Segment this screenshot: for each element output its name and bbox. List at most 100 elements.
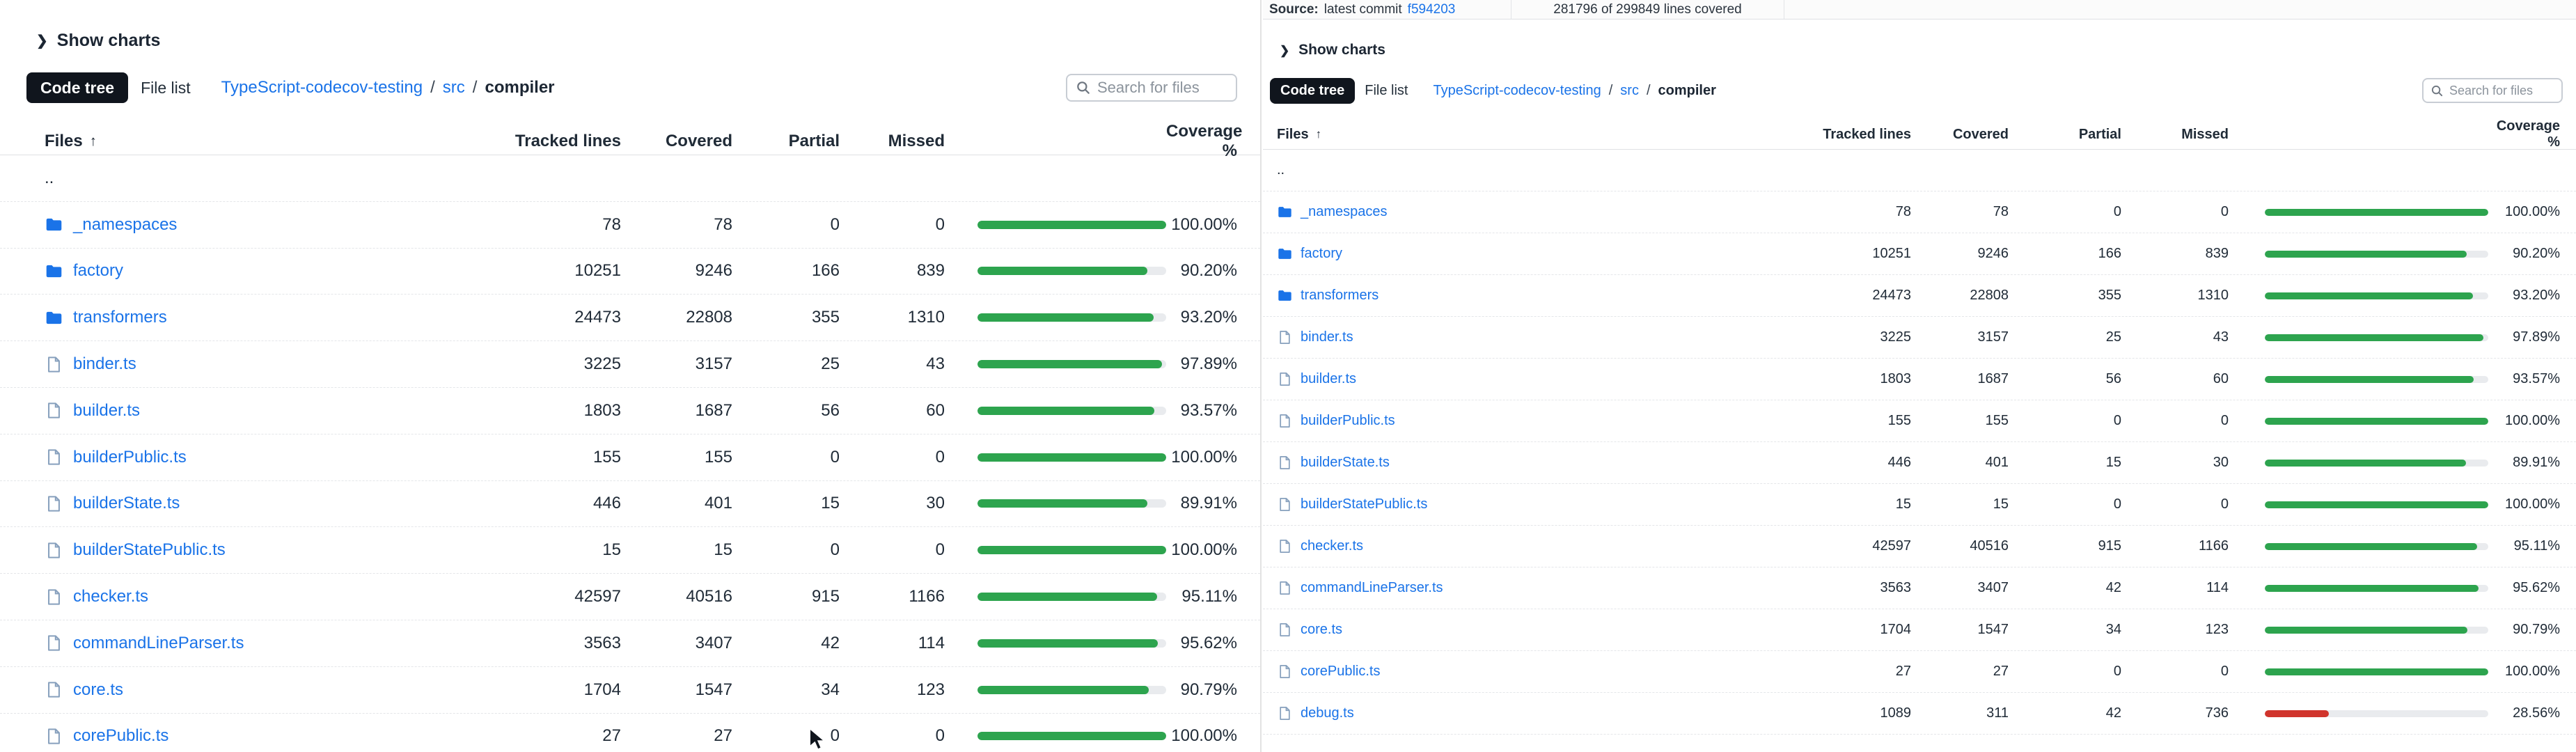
chevron-right-icon: ❯ (36, 33, 48, 49)
table-row[interactable]: builderPublic.ts 155 155 0 0 100.00% (1263, 400, 2576, 442)
file-name-link[interactable]: corePublic.ts (73, 726, 169, 746)
tracked-lines-column-header[interactable]: Tracked lines (1823, 126, 1911, 142)
table-row[interactable]: transformers 24473 22808 355 1310 93.20% (0, 295, 1260, 342)
coverage-percent: 90.20% (2513, 246, 2560, 261)
coverage-percent: 93.20% (2513, 288, 2560, 303)
table-row[interactable]: builderPublic.ts 155 155 0 0 100.00% (0, 434, 1260, 481)
table-row[interactable]: core.ts 1704 1547 34 123 90.79% (0, 667, 1260, 714)
tracked-lines-column-header[interactable]: Tracked lines (515, 132, 621, 150)
file-name-link[interactable]: binder.ts (1301, 329, 1353, 345)
toolbar: Code tree File list TypeScript-codecov-t… (1270, 77, 2563, 104)
file-name-link[interactable]: builderStatePublic.ts (73, 540, 226, 560)
table-row[interactable]: binder.ts 3225 3157 25 43 97.89% (1263, 317, 2576, 359)
covered-column-header[interactable]: Covered (1952, 126, 2009, 142)
partial-value: 42 (821, 633, 840, 652)
file-name-link[interactable]: core.ts (1301, 622, 1343, 637)
file-name-link[interactable]: factory (1301, 246, 1343, 261)
file-list-button[interactable]: File list (128, 79, 203, 97)
missed-value: 1166 (909, 587, 945, 606)
file-name-link[interactable]: builderState.ts (1301, 455, 1390, 470)
coverage-percent: 100.00% (1171, 214, 1237, 234)
code-tree-button[interactable]: Code tree (26, 72, 129, 103)
breadcrumb-src-link[interactable]: src (1620, 82, 1639, 98)
table-row[interactable]: builderState.ts 446 401 15 30 89.91% (1263, 442, 2576, 484)
breadcrumb-src-link[interactable]: src (442, 78, 465, 97)
coverage-percent: 97.89% (2513, 329, 2560, 345)
file-name-link[interactable]: builder.ts (73, 400, 141, 420)
commit-link[interactable]: f594203 (1407, 1, 1456, 17)
table-row[interactable]: corePublic.ts 27 27 0 0 100.00% (1263, 651, 2576, 693)
table-row[interactable]: checker.ts 42597 40516 915 1166 95.11% (1263, 526, 2576, 567)
parent-dir-link[interactable]: .. (45, 168, 54, 187)
file-name-link[interactable]: core.ts (73, 680, 124, 699)
file-name-link[interactable]: _namespaces (1301, 204, 1388, 219)
partial-column-header[interactable]: Partial (2078, 126, 2121, 142)
table-row[interactable]: core.ts 1704 1547 34 123 90.79% (1263, 609, 2576, 651)
file-name-link[interactable]: commandLineParser.ts (1301, 580, 1443, 595)
coverage-percent-column-header[interactable]: Coverage % (2496, 118, 2560, 150)
file-name-link[interactable]: builder.ts (1301, 371, 1357, 386)
table-row[interactable]: commandLineParser.ts 3563 3407 42 114 95.62% (0, 620, 1260, 667)
file-name-link[interactable]: builderPublic.ts (73, 447, 187, 467)
show-charts-toggle[interactable]: ❯ Show charts (36, 31, 1260, 51)
file-name-link[interactable]: transformers (1301, 288, 1379, 303)
table-row[interactable]: builderState.ts 446 401 15 30 89.91% (0, 481, 1260, 528)
table-row[interactable]: builderStatePublic.ts 15 15 0 0 100.00% (0, 527, 1260, 574)
table-row[interactable]: _namespaces 78 78 0 0 100.00% (0, 202, 1260, 249)
breadcrumb-repo-link[interactable]: TypeScript-codecov-testing (221, 78, 423, 97)
file-name-link[interactable]: builderPublic.ts (1301, 413, 1395, 428)
files-column-header[interactable]: Files ↑ (1277, 127, 1722, 143)
partial-column-header[interactable]: Partial (788, 132, 840, 150)
parent-dir-row[interactable]: .. (0, 155, 1260, 202)
file-icon (45, 680, 63, 699)
file-list-button[interactable]: File list (1355, 83, 1417, 99)
partial-value: 0 (830, 214, 840, 234)
file-name-link[interactable]: factory (73, 261, 124, 281)
file-name-link[interactable]: checker.ts (1301, 538, 1364, 554)
file-name-link[interactable]: _namespaces (73, 214, 178, 234)
show-charts-toggle[interactable]: ❯ Show charts (1280, 42, 2576, 58)
file-name-link[interactable]: builderStatePublic.ts (1301, 496, 1428, 512)
table-row[interactable]: checker.ts 42597 40516 915 1166 95.11% (0, 574, 1260, 620)
missed-value: 1166 (2198, 538, 2229, 554)
missed-value: 60 (2213, 371, 2229, 386)
missed-value: 43 (926, 354, 945, 374)
file-search[interactable] (1066, 74, 1237, 102)
files-column-header[interactable]: Files ↑ (45, 132, 482, 151)
table-row[interactable]: builder.ts 1803 1687 56 60 93.57% (0, 388, 1260, 434)
table-row[interactable]: builderStatePublic.ts 15 15 0 0 100.00% (1263, 484, 2576, 526)
parent-dir-row[interactable]: .. (1263, 150, 2576, 191)
table-row[interactable]: corePublic.ts 27 27 0 0 100.00% (0, 714, 1260, 752)
table-row[interactable]: commandLineParser.ts 3563 3407 42 114 95.62% (1263, 567, 2576, 609)
file-name-link[interactable]: transformers (73, 308, 167, 327)
coverage-bar (2265, 208, 2488, 216)
code-tree-button[interactable]: Code tree (1270, 77, 1356, 104)
covered-value: 15 (1993, 496, 2009, 512)
table-row[interactable]: builder.ts 1803 1687 56 60 93.57% (1263, 359, 2576, 400)
missed-column-header[interactable]: Missed (2181, 126, 2229, 142)
file-name-link[interactable]: debug.ts (1301, 705, 1354, 721)
table-row[interactable]: debug.ts 1089 311 42 736 28.56% (1263, 693, 2576, 735)
table-row[interactable]: _namespaces 78 78 0 0 100.00% (1263, 191, 2576, 233)
file-name-link[interactable]: binder.ts (73, 354, 136, 374)
table-row[interactable]: binder.ts 3225 3157 25 43 97.89% (0, 341, 1260, 388)
file-name-link[interactable]: corePublic.ts (1301, 664, 1381, 679)
file-icon (1277, 705, 1293, 721)
coverage-bar (2265, 292, 2488, 299)
breadcrumb-repo-link[interactable]: TypeScript-codecov-testing (1433, 82, 1601, 98)
missed-column-header[interactable]: Missed (888, 132, 945, 150)
table-row[interactable]: transformers 24473 22808 355 1310 93.20% (1263, 275, 2576, 317)
table-row[interactable]: factory 10251 9246 166 839 90.20% (1263, 233, 2576, 275)
file-name-link[interactable]: checker.ts (73, 587, 149, 606)
search-input[interactable] (1097, 79, 1227, 97)
coverage-percent-column-header[interactable]: Coverage % (1166, 122, 1243, 160)
search-input[interactable] (2449, 83, 2554, 98)
file-name-link[interactable]: builderState.ts (73, 494, 180, 513)
table-row[interactable]: factory 10251 9246 166 839 90.20% (0, 249, 1260, 295)
file-name-link[interactable]: commandLineParser.ts (73, 633, 244, 652)
parent-dir-link[interactable]: .. (1277, 162, 1285, 178)
missed-value: 114 (918, 633, 945, 652)
file-search[interactable] (2422, 78, 2563, 103)
missed-value: 123 (2205, 622, 2229, 637)
covered-column-header[interactable]: Covered (665, 132, 732, 150)
